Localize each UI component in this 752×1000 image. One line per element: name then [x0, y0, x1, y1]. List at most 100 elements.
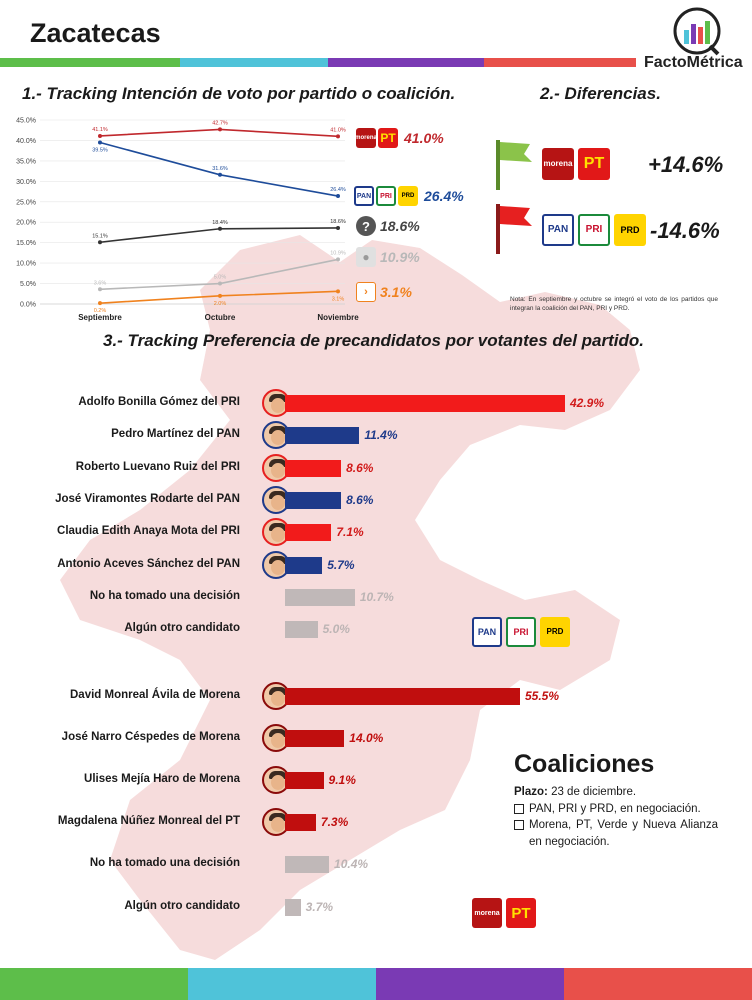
coaliciones-title: Coaliciones	[514, 750, 655, 778]
x-tick-label: Septiembre	[78, 313, 122, 322]
pt-logo-icon: PT	[506, 898, 536, 928]
x-tick-label: Octubre	[205, 313, 236, 322]
candidate-photo	[262, 550, 290, 579]
coalition-item-text: Morena, PT, Verde y Nueva Alianza en neg…	[529, 819, 718, 849]
candidate-bar	[285, 588, 355, 606]
precandidates-bar-chart: Adolfo Bonilla Gómez del PRI 42.9% Pedro M…	[55, 389, 605, 916]
footer-stripe-cyan	[188, 968, 376, 1000]
candidate-value: 9.1%	[328, 773, 356, 788]
section-1-title: 1.- Tracking Intención de voto por parti…	[22, 84, 456, 103]
plazo-label: Plazo:	[514, 786, 548, 798]
candidate-value: 5.7%	[327, 557, 355, 572]
movimiento-ciudadano-logo-icon: ›	[356, 282, 376, 302]
y-tick-label: 25.0%	[16, 199, 36, 206]
pan-logo-icon: PAN	[542, 214, 574, 246]
mc-end-value: 3.1%	[380, 284, 412, 300]
header-stripe-red	[484, 58, 636, 67]
candidate-value: 42.9%	[570, 396, 605, 410]
candidate-name: Adolfo Bonilla Gómez del PRI	[78, 396, 240, 408]
checkbox-icon	[514, 820, 524, 831]
pri-logo-icon: PRI	[506, 617, 536, 647]
undecided-end-value: 18.6%	[380, 218, 420, 234]
prd-logo-icon: PRD	[540, 617, 570, 647]
data-label: 26.4%	[330, 187, 346, 193]
pan-end-value: 26.4%	[424, 188, 464, 204]
section-3-title: 3.- Tracking Preferencia de precandidato…	[103, 331, 645, 350]
candidate-bar	[285, 459, 342, 477]
candidate-photo	[262, 389, 290, 417]
y-tick-label: 10.0%	[16, 261, 36, 268]
data-point-undecided	[336, 225, 340, 230]
undecided-end-group: ? 18.6%	[356, 216, 420, 236]
coalition-item: Morena, PT, Verde y Nueva Alianza en neg…	[514, 817, 718, 850]
footnote: Nota: En septiembre y octubre se integró…	[510, 296, 718, 313]
data-point-pan	[218, 172, 222, 177]
pt-logo-icon: PT	[378, 128, 398, 148]
footer-stripe-red	[564, 968, 752, 1000]
data-label: 42.7%	[212, 120, 228, 126]
prd-logo-icon: PRD	[614, 214, 646, 246]
y-tick-label: 40.0%	[16, 138, 36, 145]
diff-plus-value: +14.6%	[648, 152, 724, 177]
candidate-name: No ha tomado una decisión	[89, 857, 240, 870]
coalition-item-text: PAN, PRI y PRD, en negociación.	[529, 802, 701, 815]
data-point-other	[336, 257, 340, 262]
mc-end-group: › 3.1%	[356, 282, 412, 302]
candidate-name: Algún otro candidato	[124, 622, 240, 635]
y-tick-label: 30.0%	[16, 179, 36, 186]
data-point-other	[218, 281, 222, 286]
candidate-name: Roberto Luevano Ruiz del PRI	[75, 460, 240, 473]
green-flag-icon	[496, 140, 532, 190]
plazo-value: 23 de diciembre.	[547, 786, 637, 798]
diff-plus-logos: morena PT	[542, 148, 610, 180]
brand-name: FactoMétrica	[644, 54, 743, 71]
page-title: Zacatecas	[30, 18, 161, 48]
candidate-name: Algún otro candidato	[124, 899, 240, 912]
candidate-value: 10.7%	[359, 589, 394, 604]
data-label: 39.5%	[92, 147, 108, 153]
candidate-bar	[285, 688, 520, 705]
data-label: 41.0%	[330, 127, 346, 133]
candidate-name: Pedro Martínez del PAN	[111, 428, 240, 441]
data-point-pan	[336, 194, 340, 199]
morena-pt-group-logos: morena PT	[472, 898, 536, 928]
morena-logo-icon: morena	[542, 148, 574, 180]
candidate-name: David Monreal Ávila de Morena	[70, 689, 240, 701]
pan-pri-prd-end-group: PAN PRI PRD 26.4%	[354, 186, 464, 206]
section-2-title: 2.- Diferencias.	[540, 84, 661, 103]
person-silhouette-icon: ●	[356, 247, 376, 267]
data-point-undecided	[218, 226, 222, 231]
data-point-mc	[336, 289, 340, 294]
candidate-value: 7.3%	[320, 815, 349, 830]
candidate-bar	[285, 772, 324, 790]
pan-logo-icon: PAN	[354, 186, 374, 206]
footer-stripe-purple	[376, 968, 564, 1000]
pan-pri-prd-group-logos: PAN PRI PRD	[472, 617, 570, 647]
morena-pt-end-group: morena PT 41.0%	[355, 128, 444, 148]
candidate-value: 14.0%	[349, 731, 384, 746]
candidate-bar	[285, 491, 342, 509]
question-mark-icon: ?	[356, 216, 376, 236]
data-label: 0.2%	[94, 308, 107, 314]
candidate-bar	[285, 898, 301, 916]
candidate-bar	[285, 730, 345, 748]
x-tick-label: Noviembre	[317, 313, 359, 322]
data-point-other	[98, 287, 102, 292]
checkbox-icon	[514, 803, 524, 814]
data-label: 3.6%	[94, 280, 107, 286]
candidate-bar	[285, 856, 330, 874]
data-label: 3.1%	[332, 296, 345, 302]
data-label: 41.1%	[92, 127, 108, 133]
red-flag-icon	[496, 204, 532, 254]
plazo-line: Plazo: 23 de diciembre.	[514, 784, 718, 801]
data-label: 10.9%	[330, 250, 346, 256]
candidate-value: 11.4%	[364, 428, 398, 443]
data-point-undecided	[98, 240, 102, 245]
candidate-name: No ha tomado una decisión	[89, 589, 240, 602]
data-point-mc	[218, 293, 222, 298]
y-tick-label: 35.0%	[16, 158, 36, 165]
candidate-value: 10.4%	[334, 857, 369, 872]
header-stripe-green	[0, 58, 180, 67]
candidate-bar	[285, 427, 360, 445]
data-point-morena	[336, 134, 340, 139]
